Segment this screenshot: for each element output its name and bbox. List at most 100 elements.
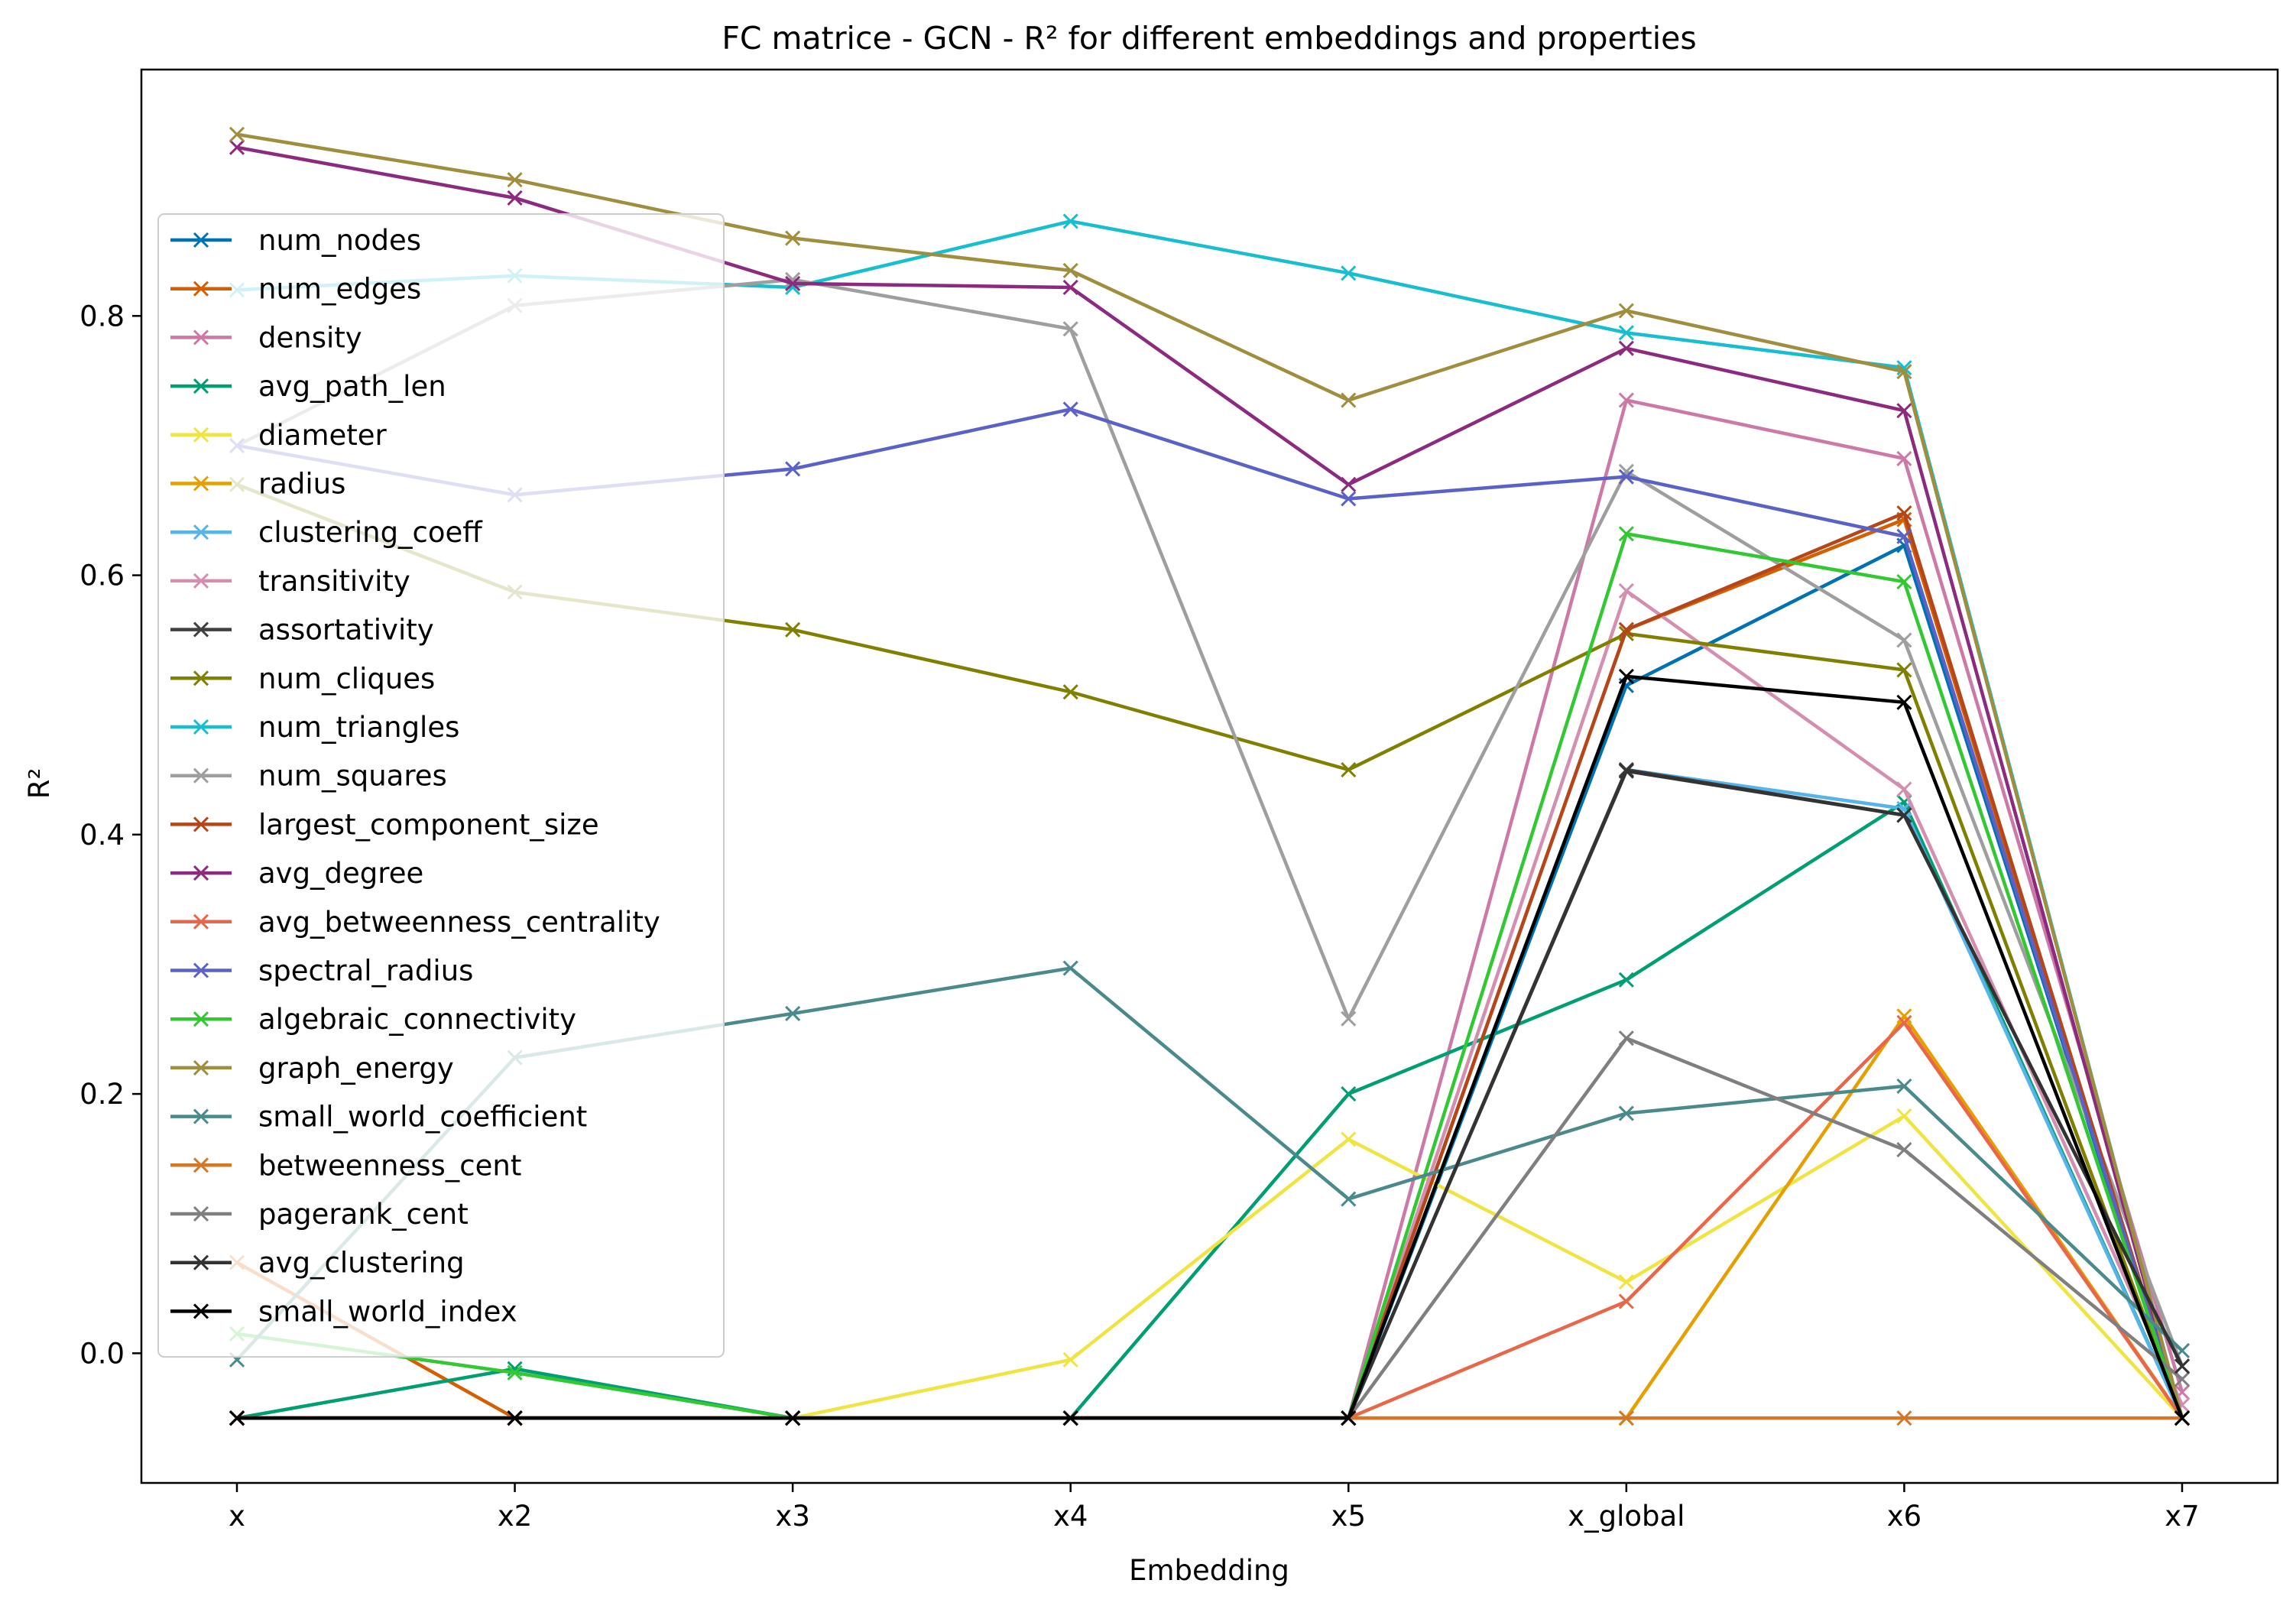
x-tick-label: x3 <box>775 1500 809 1533</box>
legend-label: density <box>258 321 362 354</box>
legend-marker <box>193 1011 209 1027</box>
legend-marker <box>193 329 209 346</box>
data-point-marker <box>1062 1351 1078 1368</box>
x-tick-label: x5 <box>1331 1500 1366 1533</box>
legend-marker <box>193 621 209 638</box>
data-point-marker <box>1618 621 1634 638</box>
y-tick-label: 0.2 <box>79 1078 125 1111</box>
data-point-marker <box>1896 1141 1912 1158</box>
data-point-marker <box>1896 505 1912 521</box>
legend-marker <box>193 573 209 589</box>
data-point-marker <box>1896 632 1912 648</box>
data-point-marker <box>1896 403 1912 419</box>
legend-marker <box>193 232 209 248</box>
legend-entry: radius <box>170 468 345 501</box>
legend-label: radius <box>258 468 345 501</box>
data-point-marker <box>785 275 801 291</box>
data-point-marker <box>1618 469 1634 485</box>
legend-marker <box>193 524 209 540</box>
legend-label: avg_degree <box>258 857 423 890</box>
data-point-marker <box>1618 325 1634 341</box>
data-point-marker <box>1062 684 1078 700</box>
data-point-marker <box>1062 262 1078 278</box>
legend-entry: num_nodes <box>170 224 421 257</box>
data-point-marker <box>1896 528 1912 544</box>
legend-label: num_squares <box>258 760 447 793</box>
legend-label: num_cliques <box>258 662 435 695</box>
data-point-marker <box>1341 392 1357 408</box>
legend-marker <box>193 1157 209 1173</box>
data-point-marker <box>1062 321 1078 337</box>
legend-entry: num_squares <box>170 760 447 793</box>
data-point-marker <box>1062 213 1078 229</box>
legend-entry: avg_betweenness_centrality <box>170 906 660 939</box>
legend-marker <box>193 670 209 686</box>
legend-entry: largest_component_size <box>170 808 599 841</box>
series-graph_energy <box>229 126 2191 1426</box>
data-point-marker <box>1896 781 1912 797</box>
y-tick-label: 0.8 <box>79 300 125 333</box>
data-point-marker <box>1341 761 1357 778</box>
legend-entry: small_world_coefficient <box>170 1101 587 1134</box>
legend-marker <box>193 475 209 492</box>
data-point-marker <box>1618 668 1634 684</box>
data-point-marker <box>1896 1078 1912 1094</box>
data-point-marker <box>1341 491 1357 507</box>
legend-entry: transitivity <box>170 565 410 598</box>
y-tick-label: 0.0 <box>79 1337 125 1370</box>
data-point-marker <box>1896 1014 1912 1030</box>
data-point-marker <box>507 172 523 188</box>
y-axis-label: R² <box>23 768 56 800</box>
data-point-marker <box>1896 573 1912 590</box>
legend-label: num_edges <box>258 273 421 306</box>
x-tick-label: x7 <box>2165 1500 2199 1533</box>
legend-entry: small_world_index <box>170 1295 517 1328</box>
series-line <box>236 145 2184 1419</box>
data-point-marker <box>507 1364 523 1381</box>
data-point-marker <box>1341 265 1357 281</box>
legend-entry: pagerank_cent <box>170 1198 469 1231</box>
legend-label: avg_betweenness_centrality <box>258 906 660 939</box>
legend-marker <box>193 1108 209 1124</box>
legend-marker <box>193 962 209 978</box>
y-tick-label: 0.4 <box>79 819 125 852</box>
legend-entry: num_cliques <box>170 662 435 695</box>
data-point-marker <box>1618 340 1634 356</box>
legend-label: transitivity <box>258 565 410 598</box>
data-point-marker <box>1062 279 1078 296</box>
legend-marker <box>193 1059 209 1076</box>
legend-label: clustering_coeff <box>258 516 483 549</box>
legend-marker <box>193 281 209 297</box>
data-point-marker <box>1341 1086 1357 1102</box>
data-point-marker <box>785 1005 801 1021</box>
legend-marker <box>193 913 209 930</box>
legend-marker <box>193 816 209 832</box>
data-point-marker <box>507 1410 523 1426</box>
x-tick-label: x_global <box>1568 1500 1685 1533</box>
data-point-marker <box>1062 401 1078 417</box>
legend-label: graph_energy <box>258 1052 454 1085</box>
data-point-marker <box>1618 582 1634 599</box>
legend-marker <box>193 865 209 881</box>
data-point-marker <box>1618 1274 1634 1290</box>
legend-entry: betweenness_cent <box>170 1149 521 1182</box>
legend-box <box>157 213 725 1358</box>
legend-entry: avg_path_len <box>170 370 446 403</box>
data-point-marker <box>1896 1410 1912 1426</box>
data-point-marker <box>1896 450 1912 466</box>
x-tick-label: x2 <box>498 1500 532 1533</box>
data-point-marker <box>1618 1105 1634 1121</box>
x-axis: x x2 x3 x4 x5 x_global x6 x7 <box>229 1483 2200 1533</box>
series-line <box>236 800 2184 1420</box>
y-axis: 0.0 0.2 0.4 0.6 0.8 <box>79 300 141 1370</box>
data-point-marker <box>785 230 801 246</box>
legend-entry: clustering_coeff <box>170 516 483 549</box>
series-line <box>237 674 2184 1420</box>
data-point-marker <box>1062 1410 1078 1426</box>
legend-label: num_triangles <box>258 711 459 744</box>
legend-entry: algebraic_connectivity <box>170 1003 576 1036</box>
legend-entry: assortativity <box>170 614 434 647</box>
legend-marker <box>193 1205 209 1222</box>
data-point-marker <box>1618 1030 1634 1046</box>
